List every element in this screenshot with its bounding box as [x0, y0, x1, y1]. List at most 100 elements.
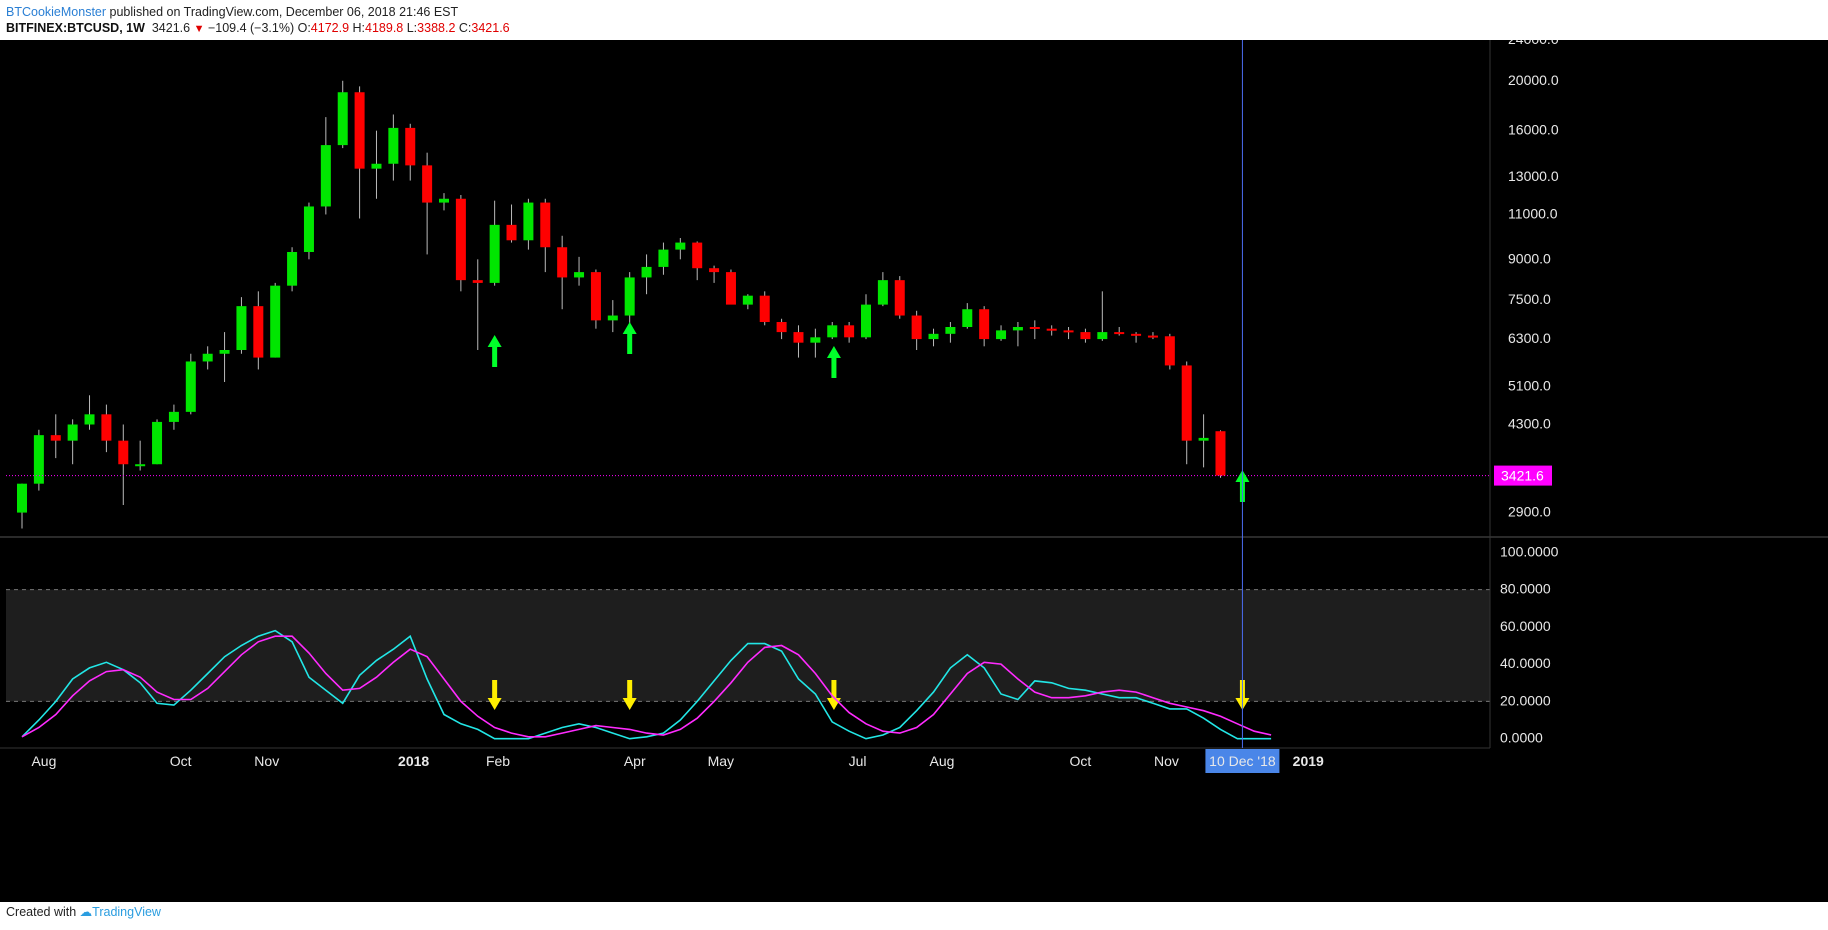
candle-body: [793, 332, 804, 343]
time-tick-label: May: [708, 753, 734, 769]
candle-body: [67, 424, 78, 441]
candle-body: [759, 295, 770, 323]
price-tick-label: 2900.0: [1508, 504, 1551, 520]
price-tick-label: 7500.0: [1508, 291, 1551, 307]
time-tick-label: Nov: [1154, 753, 1179, 769]
date-tag: [1205, 749, 1280, 773]
candle-body: [236, 306, 247, 351]
candle-body: [388, 127, 399, 164]
time-tick-label: Jul: [849, 753, 867, 769]
candle-body: [1029, 326, 1040, 329]
publish-text: published on TradingView.com, December 0…: [109, 5, 459, 19]
date-tag-label: 10 Dec '18: [1209, 753, 1276, 769]
candle-body: [979, 309, 990, 340]
last-price-tag-label: 3421.6: [1501, 468, 1544, 484]
candle-body: [101, 414, 112, 441]
candle-body: [827, 325, 838, 338]
candle-body: [877, 280, 888, 305]
close-value: 3421.6: [471, 21, 510, 35]
candle-body: [692, 242, 703, 269]
price-tick-label: 6300.0: [1508, 330, 1551, 346]
time-tick-label: Feb: [486, 753, 510, 769]
candle-body: [337, 92, 348, 146]
candle-body: [1215, 431, 1226, 476]
candle-body: [945, 326, 956, 334]
candle-body: [354, 92, 365, 169]
stoch-tick-label: 100.0000: [1500, 543, 1559, 559]
author-link[interactable]: BTCookieMonster: [6, 5, 107, 19]
candle-body: [607, 315, 618, 321]
candle-body: [1063, 330, 1074, 333]
candle-body: [185, 361, 196, 412]
candle-body: [1097, 332, 1108, 340]
price-tick-label: 5100.0: [1508, 377, 1551, 393]
up-arrow-icon: [826, 346, 841, 378]
high-value: 4189.8: [365, 21, 404, 35]
candle-body: [540, 202, 551, 248]
stoch-tick-label: 40.0000: [1500, 655, 1551, 671]
candle-body: [202, 353, 213, 362]
candle-body: [1164, 336, 1175, 366]
candle-body: [303, 206, 314, 252]
candle-body: [422, 165, 433, 203]
candle-body: [709, 268, 720, 273]
price-tick-label: 16000.0: [1508, 122, 1559, 138]
time-tick-label: Nov: [254, 753, 279, 769]
candle-body: [118, 440, 129, 465]
up-arrow-icon: [622, 322, 637, 354]
tradingview-brand[interactable]: TradingView: [92, 905, 161, 919]
candle-body: [270, 285, 281, 358]
candle-body: [84, 414, 95, 425]
candle-body: [219, 350, 230, 354]
candle-body: [911, 315, 922, 340]
candle-body: [405, 127, 416, 166]
candle-body: [17, 483, 27, 513]
chart-canvas[interactable]: 24000.0 20000.0 16000.0 13000.0 11000.0 9000.…: [0, 40, 1828, 902]
candle-body: [894, 280, 905, 316]
down-arrow-icon: [622, 680, 637, 710]
candle-body: [962, 309, 973, 327]
candle-body: [1198, 437, 1209, 441]
created-with-text: Created with: [6, 905, 77, 919]
candle-body: [776, 322, 787, 333]
candle-body: [371, 163, 382, 169]
stoch-tick-label: 80.0000: [1500, 581, 1551, 597]
open-label: O:: [297, 21, 311, 35]
up-arrow-icon: [487, 335, 502, 367]
change-arrow-icon: ▼: [193, 23, 205, 35]
down-arrow-icon: [487, 680, 502, 710]
candle-body: [844, 325, 855, 338]
stoch-tick-label: 20.0000: [1500, 692, 1551, 708]
candle-body: [725, 272, 736, 305]
publish-line: BTCookieMonster published on TradingView…: [6, 4, 510, 20]
candle-body: [1080, 332, 1091, 340]
candle-body: [1012, 326, 1023, 331]
close-label: C:: [458, 21, 472, 35]
high-label: H:: [352, 21, 366, 35]
candle-body: [1131, 333, 1142, 336]
low-value: 3388.2: [417, 21, 456, 35]
candle-body: [1147, 335, 1158, 338]
candle-body: [1046, 328, 1057, 331]
candle-body: [675, 242, 686, 250]
price-pane[interactable]: [6, 80, 1490, 529]
candle-body: [506, 224, 517, 241]
stoch-tick-label: 60.0000: [1500, 618, 1551, 634]
axes: 24000.0 20000.0 16000.0 13000.0 11000.0 9000.…: [0, 40, 1828, 773]
price-change: −109.4 (−3.1%): [207, 21, 295, 35]
candle-body: [50, 435, 61, 441]
price-tick-label: 20000.0: [1508, 72, 1559, 88]
candle-body: [574, 272, 585, 278]
open-value: 4172.9: [310, 21, 350, 35]
candle-body: [658, 249, 669, 267]
tradingview-logo-icon[interactable]: ☁: [79, 905, 93, 919]
chart-footer: Created with ☁TradingView: [6, 904, 161, 919]
candle-body: [641, 266, 652, 278]
price-tick-label: 11000.0: [1508, 205, 1558, 221]
candle-body: [455, 198, 466, 281]
candle-body: [523, 202, 534, 241]
stoch-line: [21, 629, 1272, 740]
symbol-label[interactable]: BITFINEX:BTCUSD, 1W: [6, 21, 145, 35]
chart-header: BTCookieMonster published on TradingView…: [6, 4, 510, 40]
candle-body: [489, 224, 500, 283]
